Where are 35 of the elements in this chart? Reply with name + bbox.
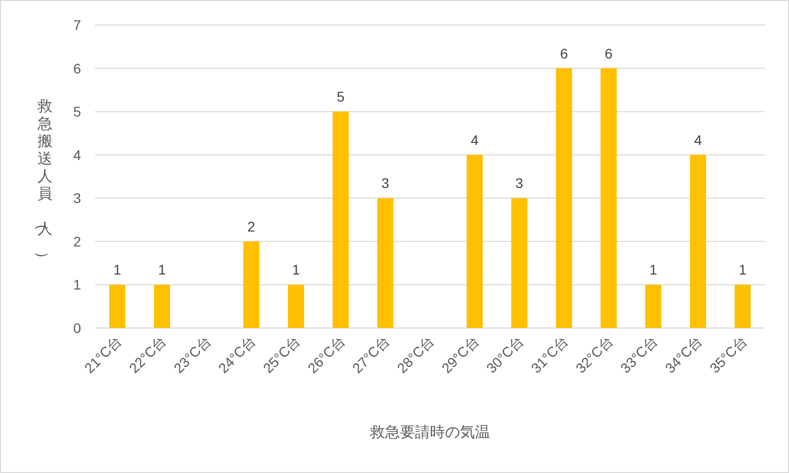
bar [154,284,170,328]
bar [109,284,126,328]
y-tick-label: 1 [73,276,82,293]
data-label: 1 [292,262,300,278]
y-tick-label: 4 [73,146,82,163]
y-tick-label: 6 [73,60,82,76]
data-label: 4 [694,132,702,148]
bar [243,241,260,328]
bar [466,154,483,328]
data-label: 6 [560,45,568,62]
data-label: 3 [515,175,524,192]
y-tick-label: 3 [73,190,82,206]
bar [332,112,349,328]
data-label: 1 [158,262,166,278]
data-label: 1 [649,262,658,278]
data-label: 1 [113,262,122,278]
y-tick-label: 2 [73,233,82,250]
bar [288,284,304,328]
y-tick-label: 0 [73,320,82,336]
data-label: 1 [738,262,747,278]
bar [734,284,751,328]
y-tick-label: 5 [73,104,82,120]
bar [377,198,394,328]
data-label: 4 [470,132,479,148]
y-tick-label: 7 [73,17,82,33]
data-label: 5 [336,88,345,105]
data-label: 6 [604,45,613,62]
bar [511,198,528,328]
data-label: 3 [381,175,390,192]
bar [556,68,572,328]
bar [645,284,662,328]
bar [600,68,617,328]
data-label: 2 [247,218,256,234]
bar [690,154,706,328]
x-axis-title: 救急要請時の気温 [369,424,490,441]
